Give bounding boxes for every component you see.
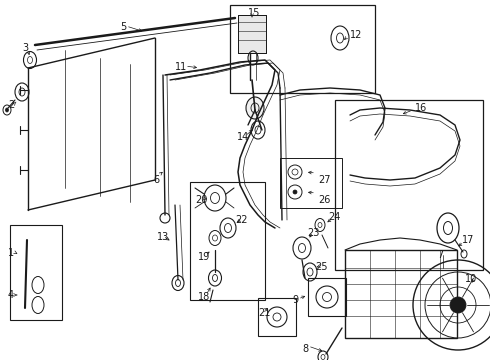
Text: 26: 26 xyxy=(318,195,330,205)
Ellipse shape xyxy=(293,190,297,194)
Text: 14: 14 xyxy=(237,132,249,142)
Bar xyxy=(345,250,457,338)
Text: 10: 10 xyxy=(465,274,477,284)
Text: 13: 13 xyxy=(157,232,169,242)
Bar xyxy=(10,225,62,320)
Ellipse shape xyxy=(5,108,8,112)
Text: 2: 2 xyxy=(8,100,14,110)
Text: 6: 6 xyxy=(153,175,159,185)
Text: 4: 4 xyxy=(8,290,14,300)
Text: 21: 21 xyxy=(258,308,270,318)
Text: 19: 19 xyxy=(198,252,210,262)
Bar xyxy=(280,158,342,208)
Text: 17: 17 xyxy=(462,235,474,245)
Text: 7: 7 xyxy=(437,250,443,260)
Text: 25: 25 xyxy=(315,262,327,272)
Text: 16: 16 xyxy=(415,103,427,113)
Bar xyxy=(258,298,296,336)
Text: 24: 24 xyxy=(328,212,341,222)
Circle shape xyxy=(450,297,466,313)
Text: 3: 3 xyxy=(22,43,28,53)
Text: 27: 27 xyxy=(318,175,330,185)
Text: 11: 11 xyxy=(175,62,187,72)
Bar xyxy=(230,5,375,93)
Text: 20: 20 xyxy=(195,195,207,205)
Text: 12: 12 xyxy=(350,30,363,40)
Text: 1: 1 xyxy=(8,248,14,258)
Text: 15: 15 xyxy=(248,8,260,18)
Text: 23: 23 xyxy=(307,228,319,238)
Ellipse shape xyxy=(246,97,264,119)
Bar xyxy=(190,182,265,300)
Bar xyxy=(308,278,346,316)
Text: 9: 9 xyxy=(292,295,298,305)
Bar xyxy=(238,15,266,53)
Text: 8: 8 xyxy=(302,344,308,354)
Bar xyxy=(238,15,266,53)
Text: 22: 22 xyxy=(235,215,247,225)
Text: 5: 5 xyxy=(120,22,126,32)
Text: 18: 18 xyxy=(198,292,210,302)
Bar xyxy=(335,100,483,270)
